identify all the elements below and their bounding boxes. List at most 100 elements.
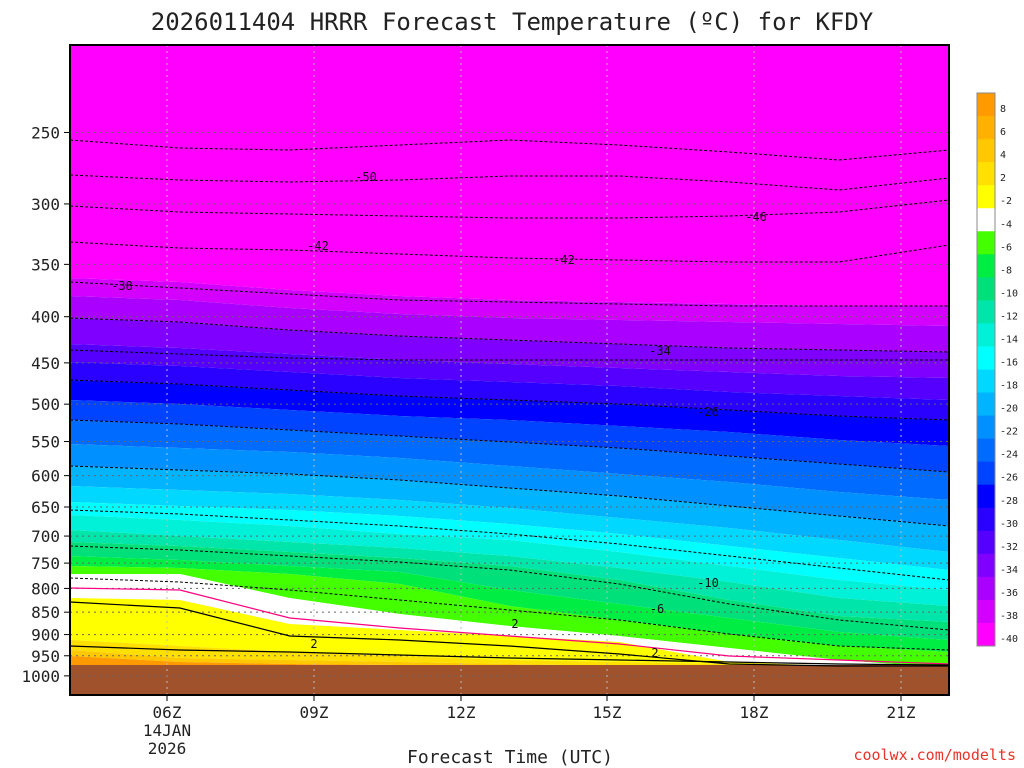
colorbar-tick-label: -38 xyxy=(1000,611,1018,622)
y-tick-label: 700 xyxy=(31,527,60,546)
colorbar-swatch xyxy=(977,116,995,140)
temperature-band xyxy=(70,420,949,500)
temperature-band xyxy=(70,542,949,640)
colorbar-swatch xyxy=(977,300,995,324)
contour-line xyxy=(69,545,950,631)
y-tick-label: 600 xyxy=(31,467,60,486)
colorbar-tick-label: -10 xyxy=(1000,288,1018,299)
contour-line xyxy=(69,645,950,666)
colorbar-swatch xyxy=(977,369,995,394)
y-tick-label: 850 xyxy=(31,603,60,622)
temperature-band xyxy=(70,556,949,652)
colorbar-tick-label: 2 xyxy=(1000,173,1006,184)
colorbar-swatch xyxy=(977,392,995,417)
colorbar-swatch xyxy=(977,162,995,186)
colorbar-tick-label: -2 xyxy=(1000,196,1012,207)
colorbar-swatch xyxy=(977,208,995,232)
y-tick-label: 400 xyxy=(31,308,60,327)
contour-label: 2 xyxy=(651,646,658,660)
colorbar-swatch xyxy=(977,139,995,163)
colorbar-swatch xyxy=(977,231,995,255)
x-tick-label: 18Z xyxy=(740,703,769,722)
colorbar-swatch xyxy=(977,622,995,647)
colorbar-tick-label: -32 xyxy=(1000,542,1018,553)
colorbar-swatch xyxy=(977,93,995,117)
colorbar-swatch xyxy=(977,576,995,601)
contour-label: -50 xyxy=(355,170,377,184)
x-tick-label: 12Z xyxy=(447,703,476,722)
colorbar-tick-label: -8 xyxy=(1000,265,1012,276)
temperature-band xyxy=(70,598,949,666)
colorbar-swatch xyxy=(977,185,995,209)
contour-line xyxy=(69,379,950,421)
colorbar-swatch xyxy=(977,415,995,440)
contour-label: -42 xyxy=(307,239,329,253)
colorbar-tick-label: -34 xyxy=(1000,565,1018,576)
temperature-band xyxy=(70,362,949,420)
colorbar-swatch xyxy=(977,461,995,486)
y-tick-label: 900 xyxy=(31,626,60,645)
x-date-year: 2026 xyxy=(148,739,187,758)
colorbar-swatch xyxy=(977,507,995,532)
contour-label: -38 xyxy=(111,279,133,293)
temperature-band xyxy=(70,640,949,666)
x-axis-label: Forecast Time (UTC) xyxy=(407,747,613,768)
colorbar-tick-label: -22 xyxy=(1000,427,1018,438)
colorbar-tick-label: -28 xyxy=(1000,496,1018,507)
colorbar: 8 6 4 2 -2 -4 -6 -8 -10 -12 -14 -16 -18 -20 -22 -24 -26 -… xyxy=(976,92,1018,647)
contour-line xyxy=(69,509,950,581)
y-tick-label: 1000 xyxy=(21,667,60,686)
x-tick-label: 15Z xyxy=(593,703,622,722)
temperature-band xyxy=(70,650,949,666)
colorbar-tick-label: -18 xyxy=(1000,381,1018,392)
temperature-band xyxy=(70,515,949,606)
colorbar-tick-label: -12 xyxy=(1000,311,1018,322)
contour-label: -26 xyxy=(697,405,719,419)
y-tick-label: 950 xyxy=(31,647,60,666)
colorbar-tick-label: -14 xyxy=(1000,334,1018,345)
colorbar-tick-label: -6 xyxy=(1000,242,1012,253)
y-tick-label: 300 xyxy=(31,195,60,214)
contour-label: 2 xyxy=(511,617,518,631)
temperature-band xyxy=(70,574,949,668)
contour-label: -6 xyxy=(650,602,664,616)
colorbar-swatch xyxy=(977,323,995,347)
temperature-band xyxy=(70,566,949,668)
colorbar-swatch xyxy=(977,277,995,301)
contour-label: -34 xyxy=(649,344,671,358)
contour-line xyxy=(69,419,950,473)
colorbar-swatch xyxy=(977,484,995,509)
y-tick-label: 250 xyxy=(31,123,60,142)
y-axis: 250 300 350 400 450 500 550 600 650 700 750 800 850 9… xyxy=(21,123,70,686)
y-tick-label: 550 xyxy=(31,433,60,452)
temperature-band xyxy=(70,380,949,446)
x-date-day: 14JAN xyxy=(143,721,191,740)
contour-line xyxy=(69,281,949,307)
contour-lines xyxy=(69,139,950,667)
y-tick-label: 500 xyxy=(31,395,60,414)
colorbar-swatch xyxy=(977,346,995,370)
contour-label: -10 xyxy=(697,576,719,590)
contour-line xyxy=(69,174,950,191)
colorbar-tick-label: 4 xyxy=(1000,150,1006,161)
contour-line xyxy=(69,587,950,665)
contour-label: 2 xyxy=(310,637,317,651)
temperature-band xyxy=(70,318,949,378)
colorbar-frame xyxy=(976,92,996,647)
colorbar-tick-label: 6 xyxy=(1000,127,1006,138)
contour-line xyxy=(69,199,950,219)
contour-line xyxy=(69,241,950,263)
temperature-band xyxy=(70,344,949,400)
colorbar-tick-label: -26 xyxy=(1000,473,1018,484)
y-tick-label: 450 xyxy=(31,354,60,373)
colorbar-swatch xyxy=(977,553,995,578)
contour-line xyxy=(69,349,949,361)
y-tick-label: 350 xyxy=(31,255,60,274)
contour-line xyxy=(69,577,950,651)
x-tick-label: 21Z xyxy=(887,703,916,722)
temperature-band xyxy=(70,400,949,472)
temperature-band xyxy=(70,45,949,306)
temperature-band xyxy=(70,486,949,570)
contour-line xyxy=(69,139,950,161)
